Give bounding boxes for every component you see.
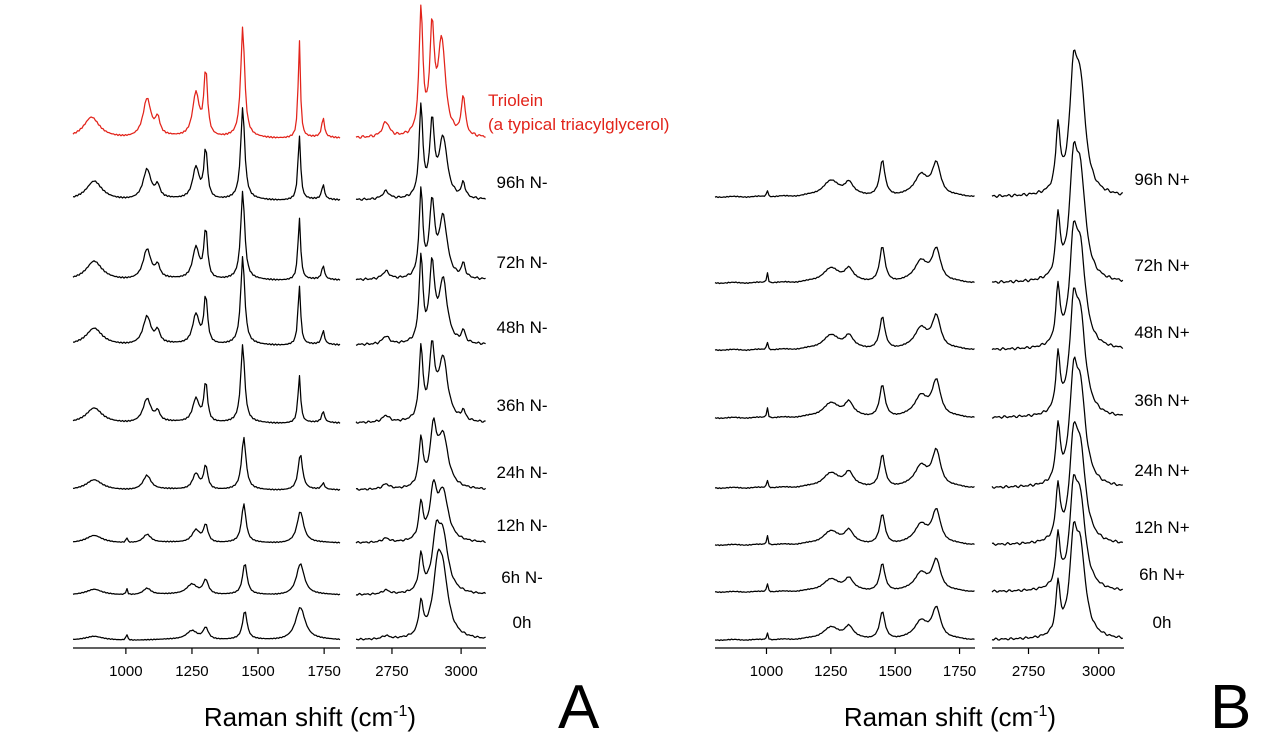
trace-ch-stretch — [991, 49, 1124, 199]
trace-fingerprint — [714, 507, 975, 547]
spectrum-36h-n-: 36h N- — [72, 340, 548, 424]
spectrum-12h-n-: 12h N- — [72, 479, 548, 544]
spectrum-72h-n-: 72h N- — [72, 186, 548, 282]
trace-fingerprint — [714, 313, 975, 352]
trace-ch-stretch — [355, 4, 486, 139]
x-tick-label: 3000 — [444, 663, 477, 680]
series-label: 48h N+ — [1134, 323, 1189, 342]
series-label: 0h — [1153, 613, 1172, 632]
trace-ch-stretch — [991, 421, 1124, 546]
trace-ch-stretch — [355, 340, 486, 424]
x-tick-label: 3000 — [1082, 663, 1115, 680]
series-label: 12h N- — [496, 516, 547, 535]
spectrum-12h-n+: 12h N+ — [714, 421, 1190, 547]
trace-ch-stretch — [355, 479, 486, 544]
series-label: 48h N- — [496, 318, 547, 337]
series-label: 24h N+ — [1134, 461, 1189, 480]
trace-fingerprint — [72, 26, 341, 139]
x-tick-label: 2750 — [375, 663, 408, 680]
x-tick-label: 1000 — [750, 663, 783, 680]
x-tick-label: 1000 — [109, 663, 142, 680]
trace-ch-stretch — [355, 417, 487, 491]
ch-stretch-axis: 2750 3000 — [992, 647, 1124, 680]
x-tick-label: 2750 — [1012, 663, 1045, 680]
series-label: 6h N+ — [1139, 565, 1185, 584]
x-tick-label: 1250 — [814, 663, 847, 680]
x-tick-label: 1500 — [241, 663, 274, 680]
panel-letter: B — [1210, 673, 1251, 735]
panel-a: 1000 1250 1500 1750 2750 3000 Triolein (a typic… — [72, 4, 669, 735]
trace-fingerprint — [714, 557, 975, 594]
ch-stretch-axis: 2750 3000 — [356, 647, 486, 680]
trace-fingerprint — [72, 503, 341, 544]
x-axis-title: Raman shift (cm-1) — [204, 702, 416, 732]
trace-ch-stretch — [355, 186, 486, 282]
trace-ch-stretch — [991, 140, 1124, 284]
trace-fingerprint — [72, 107, 341, 201]
spectrum-48h-n-: 48h N- — [73, 252, 548, 346]
trace-ch-stretch — [355, 519, 487, 596]
trace-fingerprint — [714, 160, 975, 199]
spectrum-48h-n+: 48h N+ — [714, 220, 1190, 352]
trace-ch-stretch — [991, 356, 1123, 489]
spectrum-72h-n+: 72h N+ — [714, 140, 1190, 285]
spectrum-24h-n+: 24h N+ — [714, 356, 1190, 490]
x-tick-label: 1500 — [879, 663, 912, 680]
trace-fingerprint — [72, 607, 341, 641]
trace-ch-stretch — [991, 520, 1123, 641]
x-tick-label: 1250 — [175, 663, 208, 680]
trace-ch-stretch — [991, 287, 1124, 419]
fingerprint-axis: 1000 1250 1500 1750 — [73, 647, 341, 680]
trace-fingerprint — [73, 255, 341, 346]
x-axis-title: Raman shift (cm-1) — [844, 702, 1056, 732]
panel-letter: A — [558, 673, 600, 735]
trace-ch-stretch — [355, 252, 486, 346]
trace-fingerprint — [714, 378, 975, 420]
spectrum-6h-n-: 6h N- — [72, 519, 543, 596]
series-label: 72h N+ — [1134, 256, 1189, 275]
series-label: Triolein — [488, 91, 543, 110]
trace-fingerprint — [72, 190, 341, 281]
series-label: 6h N- — [501, 568, 543, 587]
trace-fingerprint — [714, 447, 975, 490]
trace-fingerprint — [72, 344, 341, 424]
trace-ch-stretch — [355, 548, 486, 641]
series-label: 96h N- — [496, 173, 547, 192]
spectrum-6h-n+: 6h N+ — [714, 474, 1185, 594]
trace-fingerprint — [714, 605, 975, 642]
spectrum-96h-n-: 96h N- — [72, 102, 548, 201]
trace-ch-stretch — [991, 220, 1124, 351]
spectrum-0h: 0h — [72, 548, 532, 641]
panel-b: 1000 1250 1500 1750 2750 3000 96h N+ 72h N+ 48h … — [714, 49, 1251, 735]
trace-fingerprint — [72, 436, 341, 491]
spectrum-0h: 0h — [714, 520, 1172, 642]
spectrum-36h-n+: 36h N+ — [714, 287, 1190, 420]
trace-ch-stretch — [355, 102, 486, 201]
x-tick-label: 1750 — [307, 663, 340, 680]
series-label: 36h N- — [496, 396, 547, 415]
trace-fingerprint — [72, 563, 341, 596]
fingerprint-axis: 1000 1250 1500 1750 — [715, 647, 976, 680]
trace-ch-stretch — [991, 474, 1123, 593]
series-label: 96h N+ — [1134, 170, 1189, 189]
spectrum-triolein: Triolein (a typical triacylglycerol) — [72, 4, 669, 139]
series-sublabel: (a typical triacylglycerol) — [488, 115, 669, 134]
series-label: 0h — [513, 613, 532, 632]
x-tick-label: 1750 — [943, 663, 976, 680]
trace-fingerprint — [714, 246, 975, 285]
series-label: 36h N+ — [1134, 391, 1189, 410]
series-label: 24h N- — [496, 463, 547, 482]
series-label: 72h N- — [496, 253, 547, 272]
spectrum-24h-n-: 24h N- — [72, 417, 548, 491]
series-label: 12h N+ — [1134, 518, 1189, 537]
spectrum-96h-n+: 96h N+ — [714, 49, 1190, 199]
